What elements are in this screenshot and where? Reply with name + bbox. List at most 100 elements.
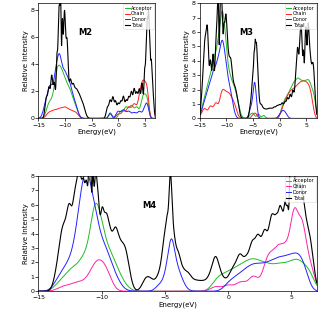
Total	[315, 113, 319, 116]
Acceptor	[198, 113, 202, 116]
Total	[85, 180, 89, 184]
Acceptor	[86, 116, 90, 120]
Total	[279, 205, 283, 209]
Chain	[139, 86, 142, 90]
Chain	[313, 111, 316, 115]
Total	[315, 281, 319, 285]
Line: Total: Total	[38, 96, 317, 291]
Donor	[151, 116, 155, 120]
Chain	[315, 116, 319, 120]
Donor	[57, 52, 60, 56]
Donor	[156, 284, 159, 288]
Legend: Acceptor, Chain, Donor, Total: Acceptor, Chain, Donor, Total	[124, 4, 155, 29]
Total	[198, 111, 202, 115]
Legend: Acceptor, Chain, Donor, Total: Acceptor, Chain, Donor, Total	[285, 177, 316, 202]
Donor	[36, 289, 40, 293]
Donor	[280, 254, 284, 258]
Donor	[218, 46, 222, 50]
Acceptor	[94, 201, 98, 205]
Total	[143, 276, 147, 280]
Line: Acceptor: Acceptor	[200, 11, 317, 118]
Total	[290, 94, 294, 98]
Total	[313, 81, 316, 85]
Line: Donor: Donor	[38, 172, 317, 291]
Acceptor	[315, 109, 319, 113]
Donor	[81, 116, 85, 120]
Total	[218, 3, 222, 7]
Line: Acceptor: Acceptor	[38, 65, 156, 118]
Chain	[211, 105, 215, 108]
Acceptor	[243, 116, 247, 120]
Total	[154, 115, 157, 119]
Donor	[85, 170, 89, 173]
Donor	[84, 170, 88, 173]
Donor	[243, 116, 247, 120]
X-axis label: Energy(eV): Energy(eV)	[158, 302, 197, 308]
Line: Chain: Chain	[38, 80, 156, 118]
Total	[248, 106, 252, 109]
Total	[86, 116, 90, 120]
Donor	[50, 83, 54, 87]
Acceptor	[85, 244, 89, 247]
Chain	[315, 281, 319, 285]
Donor	[68, 253, 72, 257]
Chain	[279, 242, 283, 246]
Total	[36, 116, 40, 120]
Line: Donor: Donor	[38, 53, 156, 118]
Total	[151, 90, 155, 93]
Donor	[143, 289, 147, 293]
Donor	[95, 116, 99, 120]
Acceptor	[95, 116, 99, 120]
Chain	[81, 116, 85, 120]
Donor	[315, 289, 319, 292]
Acceptor	[309, 273, 313, 276]
Acceptor	[154, 116, 157, 120]
Chain	[243, 116, 247, 120]
Chain	[97, 116, 101, 120]
Donor	[198, 113, 202, 117]
Total	[243, 116, 247, 120]
Y-axis label: Relative Intensity: Relative Intensity	[23, 203, 29, 264]
Donor	[154, 116, 157, 120]
Acceptor	[313, 96, 316, 100]
Acceptor	[57, 63, 60, 67]
Total	[96, 116, 100, 120]
Chain	[160, 289, 164, 293]
Donor	[211, 69, 215, 73]
Total	[57, 11, 60, 15]
Donor	[202, 289, 205, 293]
Legend: Acceptor, Chain, Donor, Total: Acceptor, Chain, Donor, Total	[285, 4, 316, 29]
Acceptor	[280, 261, 284, 265]
Chain	[301, 79, 305, 83]
Total	[309, 244, 313, 247]
Chain	[36, 116, 40, 120]
Line: Donor: Donor	[200, 40, 317, 118]
X-axis label: Energy(eV): Energy(eV)	[77, 129, 116, 135]
Donor	[36, 116, 40, 120]
Total	[50, 73, 54, 77]
Acceptor	[57, 63, 61, 67]
Donor	[86, 116, 90, 120]
Y-axis label: Relative Intensity: Relative Intensity	[23, 30, 29, 91]
Chain	[248, 116, 252, 120]
Acceptor	[300, 78, 304, 82]
Acceptor	[68, 267, 72, 271]
Acceptor	[220, 9, 224, 13]
Chain	[154, 116, 157, 120]
Total	[81, 102, 85, 106]
Chain	[309, 263, 313, 267]
Chain	[36, 289, 40, 293]
Total	[155, 274, 159, 277]
Chain	[86, 116, 90, 120]
Text: M2: M2	[78, 28, 92, 37]
Chain	[50, 109, 54, 113]
Donor	[315, 116, 319, 120]
Total	[211, 52, 215, 56]
Acceptor	[36, 116, 40, 120]
Line: Acceptor: Acceptor	[38, 203, 317, 291]
Acceptor	[156, 289, 159, 293]
Acceptor	[315, 284, 319, 287]
Donor	[248, 108, 252, 112]
Donor	[313, 116, 316, 120]
Chain	[143, 289, 147, 293]
